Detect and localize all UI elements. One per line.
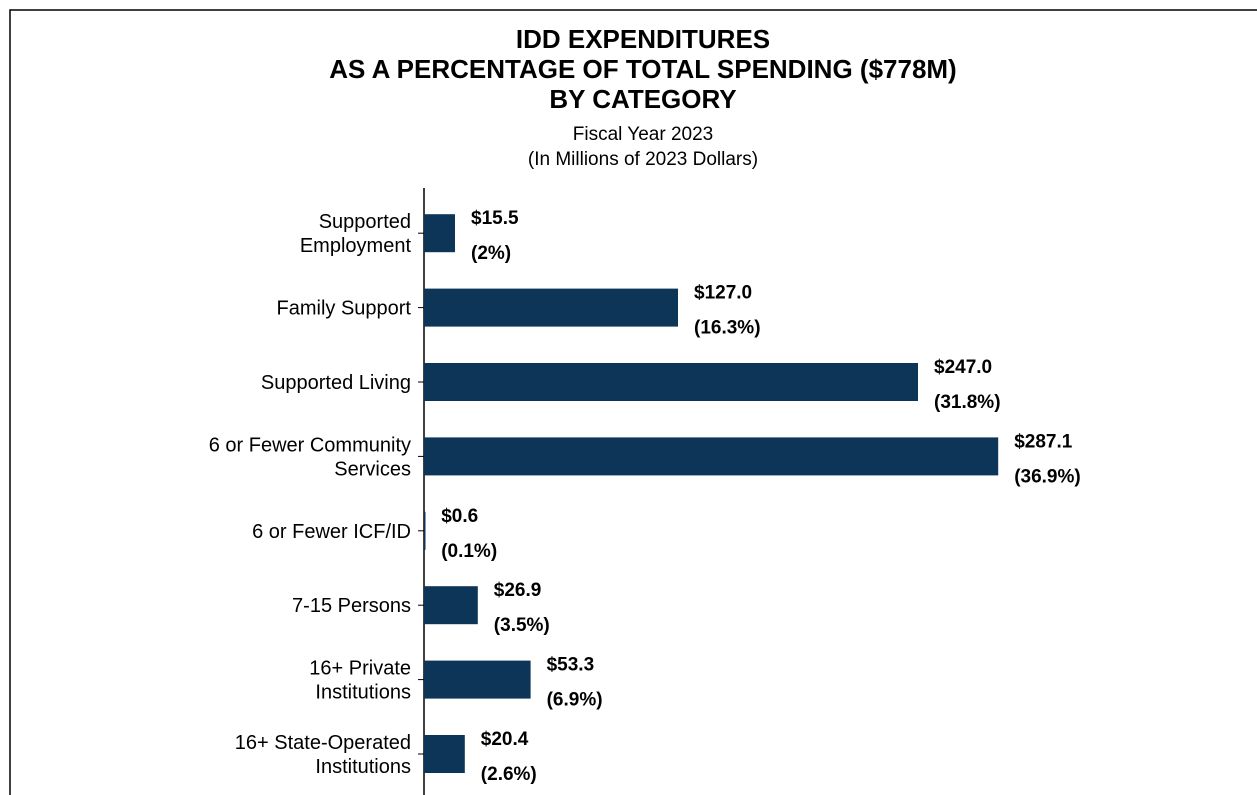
chart-subtitle: Fiscal Year 2023 (In Millions of 2023 Dol…: [528, 124, 758, 170]
y-tick-label: 6 or Fewer ICF/ID: [252, 521, 411, 543]
frame: [9, 9, 1257, 795]
y-tick-label: Family Support: [277, 298, 412, 320]
percent-label: (31.8%): [934, 392, 1001, 413]
value-label: $287.1: [1014, 431, 1073, 452]
bar: [424, 288, 678, 327]
value-label: $127.0: [694, 283, 752, 304]
y-tick-label: 6 or Fewer Community Services: [209, 434, 411, 480]
y-tick-label: 16+ Private Institutions: [309, 658, 411, 704]
bar: [424, 735, 465, 773]
percent-label: (16.3%): [694, 318, 761, 339]
percent-label: (2%): [471, 243, 511, 264]
percent-label: (36.9%): [1014, 466, 1081, 487]
y-tick-label: 16+ State-Operated Institutions: [235, 732, 411, 778]
bar: [424, 363, 918, 401]
bar: [424, 511, 426, 550]
bar: [424, 214, 455, 253]
value-label: $26.9: [494, 580, 542, 601]
y-tick-label: Supported Living: [261, 372, 411, 394]
percent-label: (6.9%): [547, 690, 603, 711]
value-label: $247.0: [934, 357, 992, 378]
percent-label: (3.5%): [494, 615, 550, 636]
value-label: $20.4: [481, 729, 529, 750]
bar: [424, 586, 478, 625]
bar: [424, 660, 531, 699]
value-label: $53.3: [547, 655, 595, 676]
percent-label: (2.6%): [481, 764, 537, 785]
y-tick-label: Supported Employment: [300, 211, 412, 257]
value-label: $15.5: [471, 208, 519, 229]
percent-label: (0.1%): [441, 541, 497, 562]
bar: [424, 437, 999, 476]
chart-title: IDD EXPENDITURES AS A PERCENTAGE OF TOTAL…: [329, 24, 956, 114]
value-label: $0.6: [441, 506, 478, 527]
y-tick-label: 7-15 Persons: [292, 595, 411, 617]
